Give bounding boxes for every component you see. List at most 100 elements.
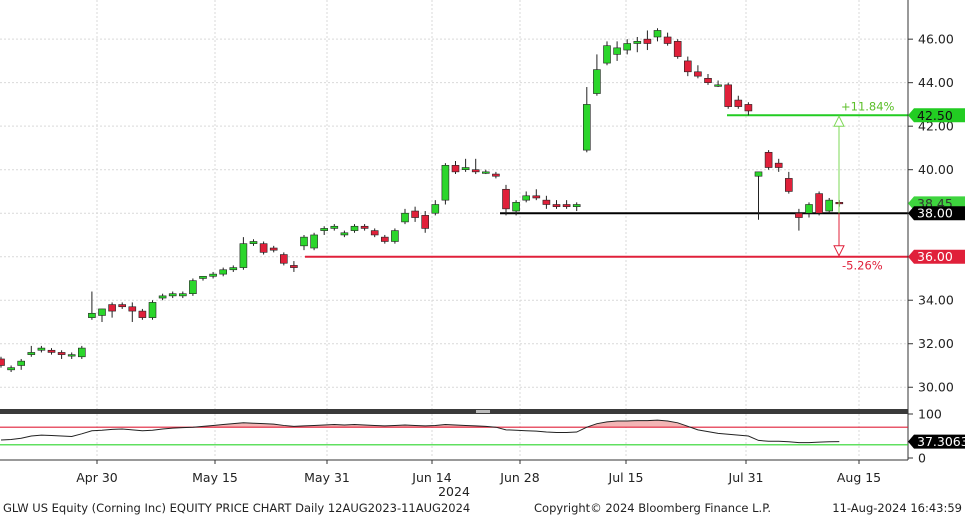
candle: [694, 65, 702, 79]
candle-body: [784, 178, 793, 192]
candle: [330, 224, 339, 231]
oscillator-panel: 100 0: [0, 407, 942, 466]
candle-body: [532, 195, 541, 199]
candle: [421, 211, 430, 233]
level-tag-36-00-bg: [908, 249, 965, 264]
time-axis: Apr 30 May 15 May 31 Jun 14 Jun 28 Jul 15 Jul …: [76, 460, 881, 499]
candle: [774, 158, 783, 172]
candle-body: [663, 36, 672, 44]
candle-body: [441, 165, 450, 201]
candle-body: [269, 247, 278, 251]
candle-body: [57, 352, 66, 355]
candle: [290, 261, 298, 272]
candle-body: [451, 165, 460, 173]
osc-last-tag-bg: [908, 434, 965, 449]
level-tag-36-00-text: 36.00: [917, 249, 953, 264]
candle: [88, 291, 96, 320]
candle-body: [805, 204, 813, 214]
level-tag-42-50-text: 42.50: [917, 108, 953, 123]
candle-body: [17, 360, 26, 366]
candle: [0, 356, 5, 368]
candle: [754, 171, 763, 220]
candle: [189, 278, 197, 296]
candle-body: [603, 45, 611, 64]
upside-label: +11.84%: [841, 99, 895, 113]
candle: [370, 228, 379, 238]
candle-body: [37, 347, 46, 351]
candle: [27, 345, 36, 357]
upside-arrow-head: [833, 115, 845, 127]
candle-body: [643, 38, 652, 44]
candle-body: [815, 193, 823, 214]
candle-body: [744, 104, 753, 112]
time-tick-label: Jul 15: [608, 470, 644, 485]
candle-body: [370, 230, 379, 236]
candle-body: [108, 304, 116, 312]
chart-title: GLW US Equity (Corning Inc) EQUITY PRICE…: [3, 501, 471, 515]
candle-body: [673, 41, 682, 57]
timestamp: 11-Aug-2024 16:43:59: [832, 501, 962, 515]
panel-frame: [0, 0, 909, 461]
candle-body: [7, 367, 15, 371]
candle: [128, 302, 137, 322]
candle: [340, 230, 349, 238]
candle-body: [0, 358, 5, 366]
level-tag-38-00-bg: [908, 206, 965, 221]
price-tick-label: 40.00: [918, 162, 954, 177]
candle-body: [128, 306, 137, 312]
candle: [148, 300, 157, 320]
candle: [380, 234, 389, 244]
osc-last-tag: 37.3063: [908, 434, 965, 449]
price-levels: [305, 114, 908, 258]
candle: [471, 158, 480, 175]
candle: [199, 275, 207, 281]
candle: [411, 206, 419, 222]
candle: [572, 202, 581, 212]
candlesticks: [0, 28, 844, 373]
candle-body: [360, 225, 369, 229]
candle: [259, 241, 268, 255]
time-tick-label: May 31: [304, 470, 350, 485]
candle: [118, 302, 126, 309]
candle: [219, 267, 227, 277]
candle-body: [350, 225, 359, 231]
candle: [522, 191, 531, 203]
downside-arrow-head: [833, 245, 845, 257]
candle: [643, 30, 652, 51]
candle: [724, 82, 733, 109]
candle: [744, 102, 753, 116]
copyright-text: Copyright© 2024 Bloomberg Finance L.P.: [534, 501, 771, 515]
candle-body: [88, 312, 96, 318]
candle-body: [179, 293, 187, 297]
candle-body: [754, 171, 763, 177]
candle: [502, 184, 510, 216]
candle-body: [593, 69, 601, 94]
candle-body: [774, 162, 783, 168]
candle: [320, 226, 329, 235]
level-tag-38-00: 38.00: [908, 206, 965, 221]
candle-body: [199, 275, 207, 279]
divider-handle: [476, 410, 490, 413]
candle-body: [512, 202, 520, 212]
candle: [138, 308, 147, 320]
level-tag-38-00-text: 38.00: [917, 206, 953, 221]
candle: [461, 158, 470, 172]
candle-body: [562, 204, 571, 207]
candle-body: [300, 236, 308, 247]
candle: [239, 237, 248, 270]
candle-body: [219, 269, 227, 275]
candle-body: [168, 293, 177, 297]
candle: [350, 224, 359, 233]
candle: [209, 271, 217, 279]
candle: [168, 291, 177, 299]
price-tick-label: 42.00: [918, 119, 954, 134]
candle: [179, 291, 187, 299]
candle-body: [582, 104, 591, 151]
candle: [492, 171, 500, 179]
candle: [431, 200, 440, 216]
candle-body: [118, 304, 126, 308]
candle: [734, 95, 743, 109]
chart-footer: GLW US Equity (Corning Inc) EQUITY PRICE…: [0, 499, 965, 518]
osc-tick-label: 100: [918, 407, 942, 422]
candle: [815, 191, 823, 216]
